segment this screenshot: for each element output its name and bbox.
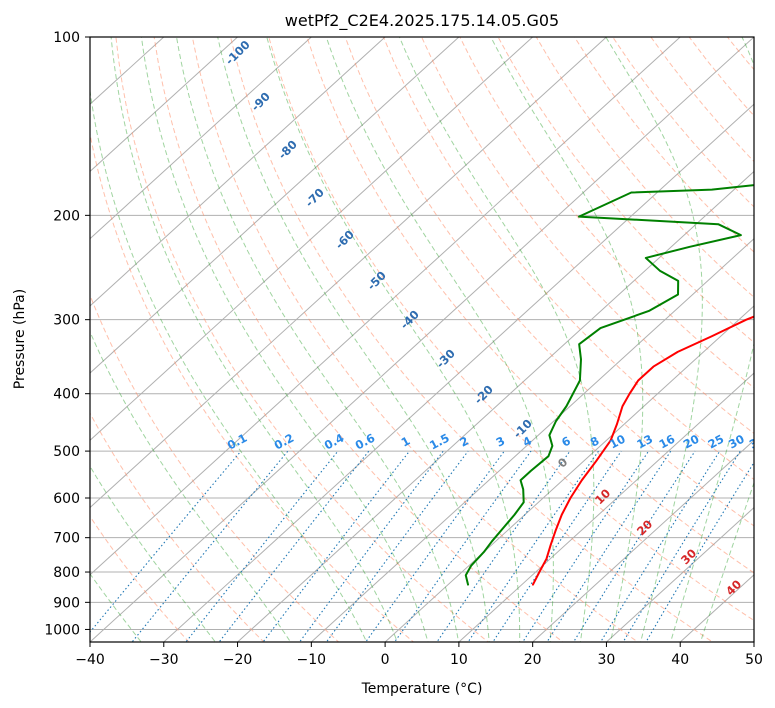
plot-frame [89,36,755,643]
y-tick-label: 700 [53,531,80,547]
x-tick-label: −10 [297,652,327,668]
moist-adiabat-line [90,465,217,642]
mixing-ratio-line [393,450,532,642]
y-tick-label: 800 [53,565,80,581]
moist-adiabat-line [699,481,754,642]
x-tick-label: 10 [450,652,468,668]
mixing-ratio-line [645,461,754,642]
mixing-ratio-line [522,450,650,642]
isotherm-line [163,103,754,642]
dewpoint-profile-line [464,184,754,586]
dry-adiabat-line [90,131,415,642]
y-tick-label: 500 [53,444,80,460]
axes: −40 −30 −20 −10 0 10 20 30 40 50 100 200 300 400 500 60… [44,30,763,668]
isotherm-line [458,372,754,642]
mixing-ratio-label: 16 [657,432,678,452]
moist-adiabat-line [176,37,460,642]
isotherm-line [90,37,386,307]
isotherm-line [90,37,313,240]
x-tick-label: −30 [149,652,179,668]
y-tick-label: 100 [53,30,80,46]
x-tick-label: −40 [75,652,105,668]
isotherm-line [605,506,754,642]
moist-adiabat-line [266,37,521,642]
isotherm-line [531,439,754,642]
isotherm-line [90,37,608,509]
dry-adiabat-line [497,37,754,344]
moist-adiabat-line [110,37,398,642]
x-axis-label: Temperature (°C) [361,681,483,697]
isotherm-line [310,237,754,642]
isotherm-line [90,37,681,576]
mixing-ratio-label: 10 [607,432,628,452]
mixing-ratio-line [622,450,741,642]
y-tick-label: 400 [53,387,80,403]
moist-adiabat-line [90,87,368,642]
mixing-ratio-line [131,450,289,642]
mixing-ratio-label: 20 [681,432,702,452]
dry-adiabat-line [306,37,754,574]
dry-adiabat-line [230,37,714,642]
mixing-ratio-line [262,450,410,642]
dry-adiabat-line [382,37,754,481]
chart-title: wetPf2_C2E4.2025.175.14.05.G05 [285,11,559,31]
dry-adiabat-line [90,293,340,642]
y-tick-label: 300 [53,313,80,329]
moist-adiabat-line [605,37,703,642]
moist-adiabat-line [490,37,644,642]
isotherm-line [236,170,754,642]
mixing-ratio-line [467,450,599,642]
x-tick-label: 20 [524,652,542,668]
moist-adiabat-line [217,37,490,642]
mixing-ratio-line [572,450,696,642]
mixing-ratio-line [599,450,721,642]
x-tick-label: −20 [223,652,253,668]
dry-adiabat-line [90,515,190,642]
y-tick-label: 200 [53,208,80,224]
moist-adiabat-line [398,37,595,642]
y-tick-label: 1000 [44,622,80,638]
mixing-ratio-label: 36 [747,432,768,452]
mixing-ratio-label: 13 [634,432,655,452]
isotherm-line [90,37,534,442]
plot-area [90,37,754,642]
moist-adiabat-line [140,37,429,642]
x-tick-label: 50 [745,652,763,668]
isotherm-line [90,37,460,374]
x-tick-label: 0 [381,652,390,668]
mixing-ratio-label: 25 [706,432,727,452]
temperature-profile-line [531,315,754,586]
mixing-ratio-line [185,450,339,642]
dry-adiabat-line [344,37,754,527]
dry-adiabat-line [459,37,754,389]
dry-adiabat-line [90,412,265,642]
moist-adiabat-line [670,37,754,642]
x-tick-label: 40 [671,652,689,668]
mixing-ratio-line [492,450,622,642]
isotherm-line [90,37,754,642]
mixing-ratio-line [365,450,505,642]
moist-adiabat-line [325,37,554,642]
moist-adiabat-line [90,330,292,642]
x-tick-label: 30 [598,652,616,668]
y-tick-label: 900 [53,595,80,611]
dry-adiabat-line [115,37,490,642]
y-tick-label: 600 [53,491,80,507]
isotherm-line [90,37,239,173]
dry-adiabat-line [153,37,564,642]
mixing-ratio-label: 30 [726,432,747,452]
y-axis-label: Pressure (hPa) [12,289,28,389]
dry-adiabat-line [191,37,639,642]
mixing-ratio-line [546,450,672,642]
